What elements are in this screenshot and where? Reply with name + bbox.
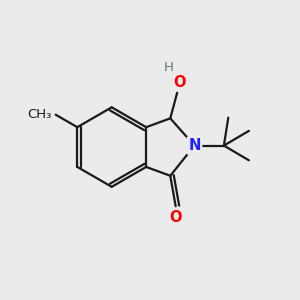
Text: O: O (173, 75, 186, 90)
Text: H: H (164, 61, 174, 74)
Text: N: N (188, 138, 201, 153)
Text: O: O (169, 210, 182, 225)
Text: CH₃: CH₃ (28, 108, 52, 121)
